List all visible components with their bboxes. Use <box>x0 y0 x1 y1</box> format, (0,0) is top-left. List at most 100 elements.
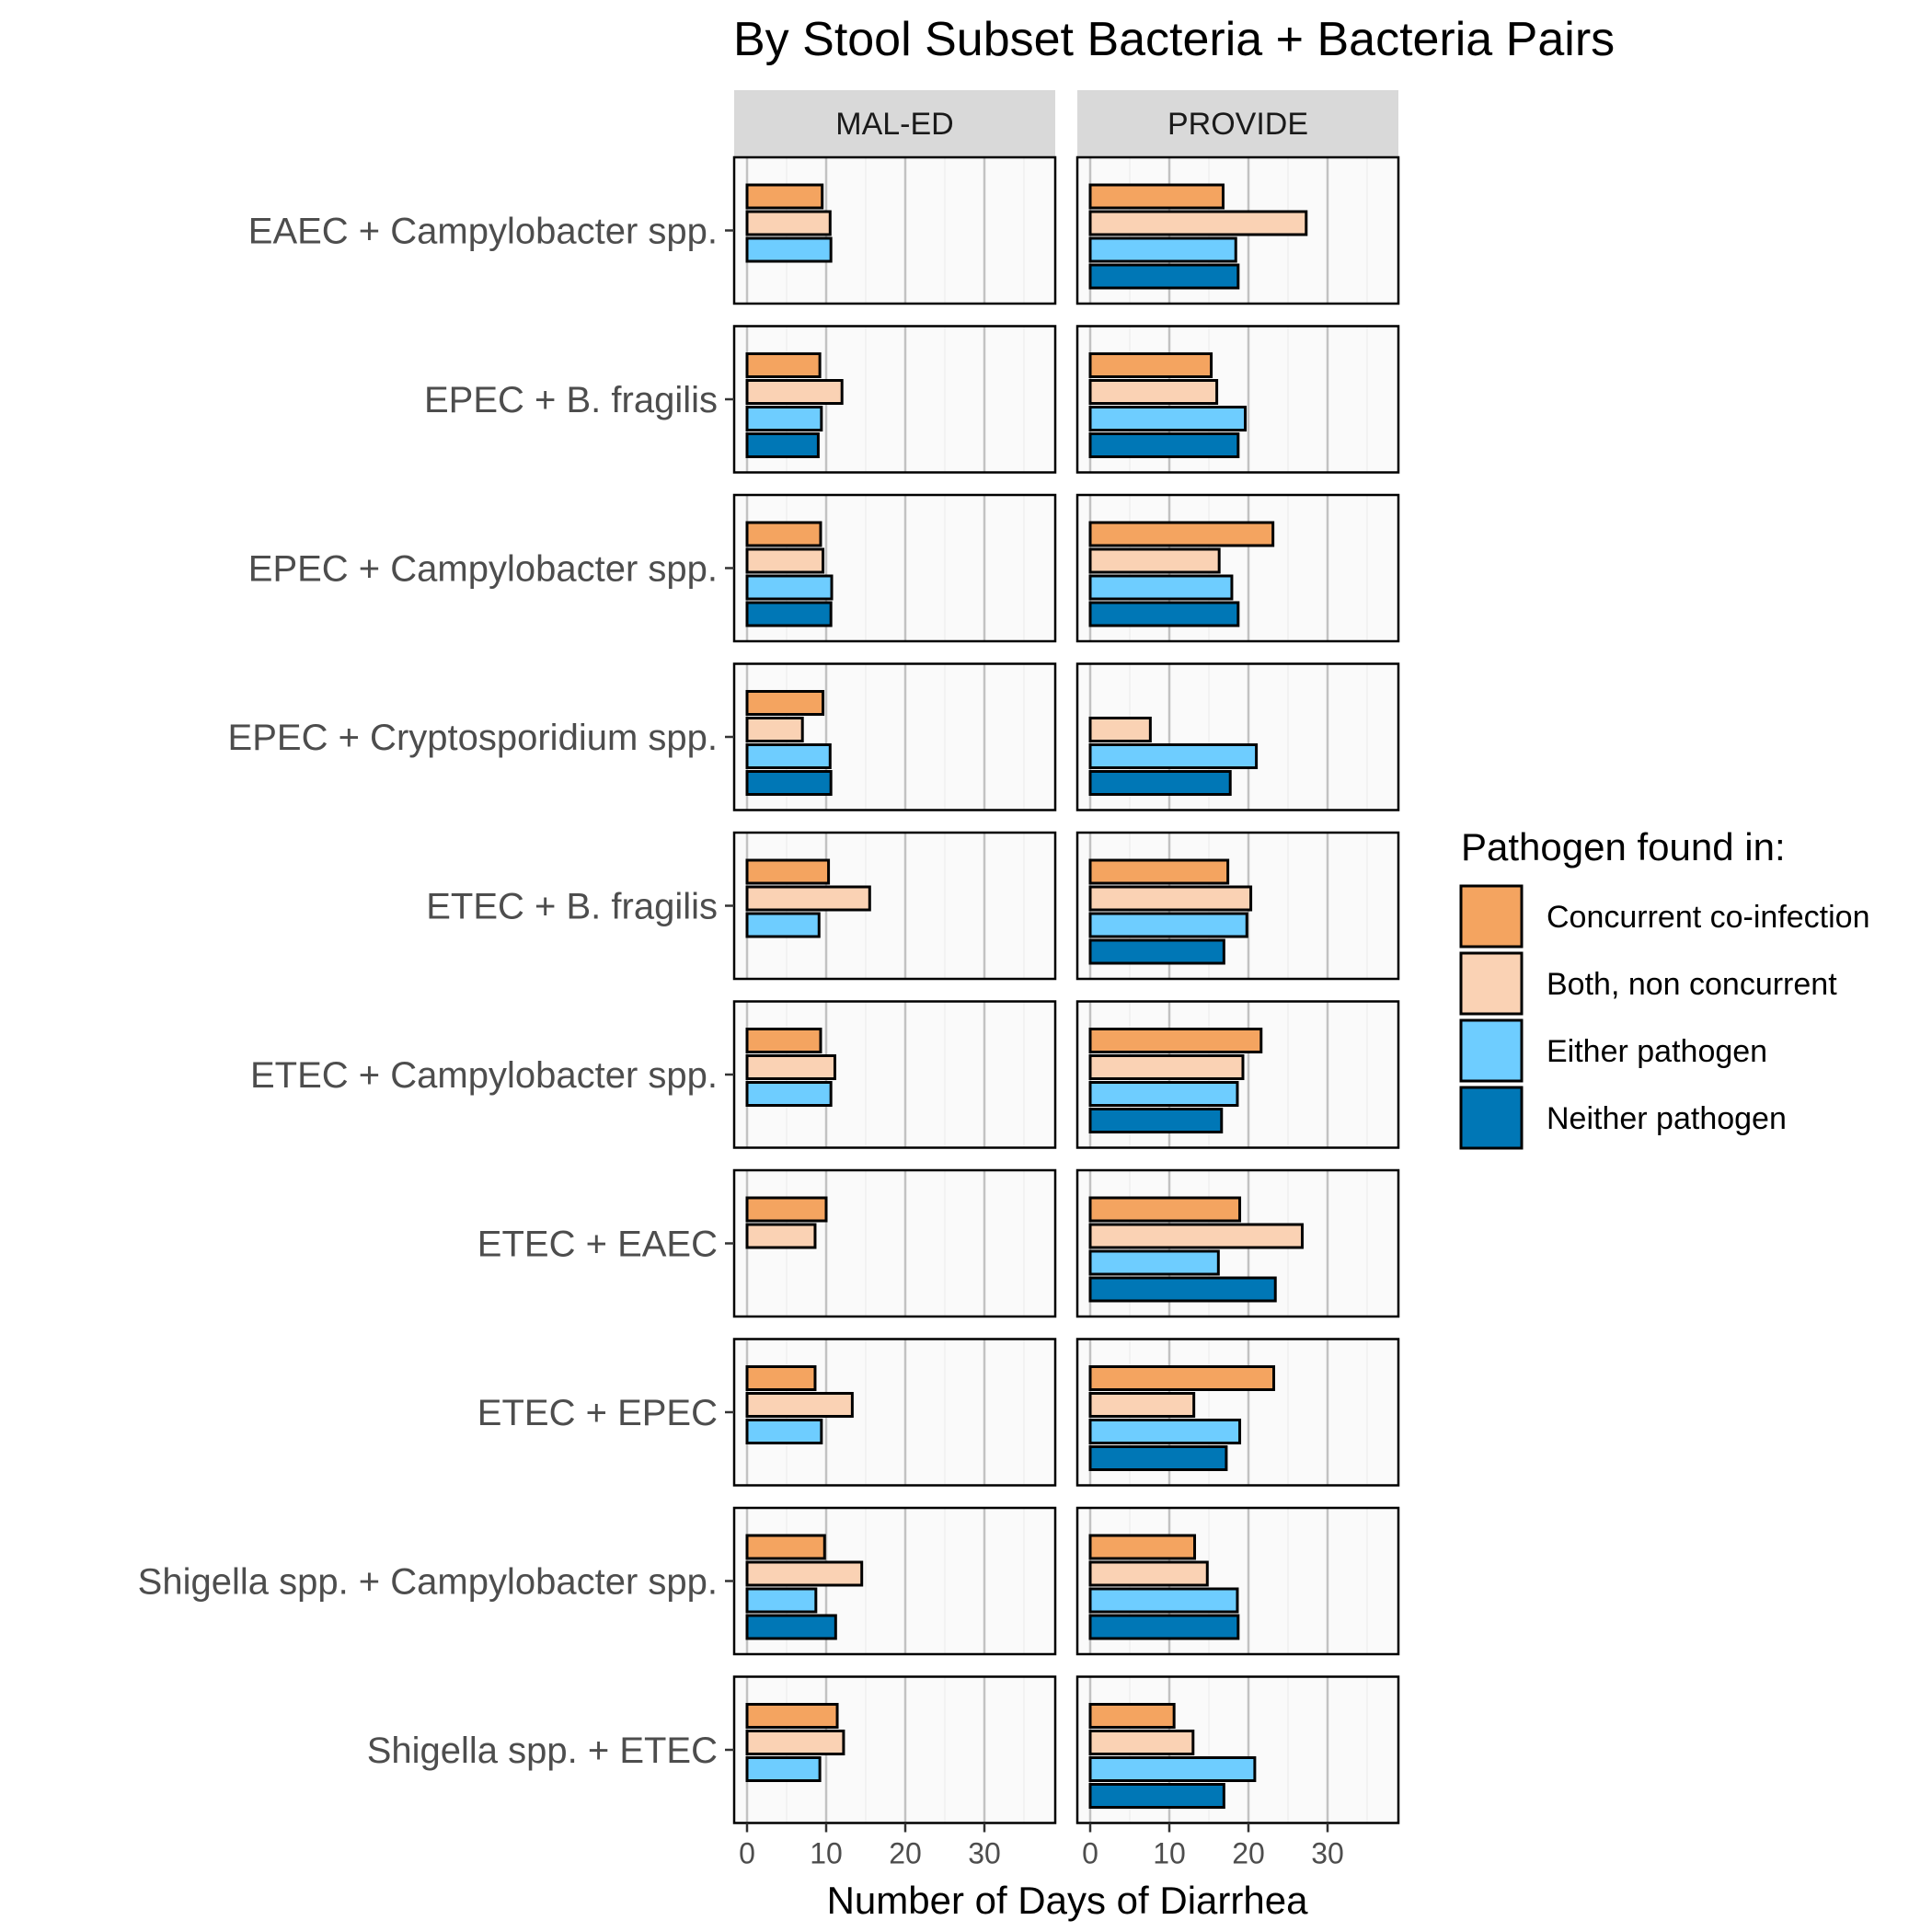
legend-title: Pathogen found in: <box>1461 825 1786 868</box>
bar <box>745 1054 836 1080</box>
bar <box>1088 1587 1239 1614</box>
bar <box>1088 574 1234 601</box>
facet-cell: EAEC + Campylobacter spp. <box>248 155 1057 305</box>
legend-swatch <box>1459 951 1524 1016</box>
facet-cell <box>1075 155 1400 305</box>
facet-cell <box>1075 1675 1400 1824</box>
bar <box>745 1196 828 1223</box>
row-label: EPEC + Campylobacter spp. <box>248 549 718 590</box>
legend-item: Neither pathogen <box>1459 1086 1787 1150</box>
bar <box>1088 1365 1276 1391</box>
panel-border <box>1075 662 1400 811</box>
x-tick-label: 30 <box>1311 1837 1344 1870</box>
bar <box>745 743 832 769</box>
bar <box>1088 1703 1176 1729</box>
row-label: EPEC + Cryptosporidium spp. <box>228 718 718 758</box>
bar <box>1088 379 1219 405</box>
panel-border <box>1075 831 1400 981</box>
bar <box>1088 743 1259 769</box>
bar <box>1088 263 1240 290</box>
facet-cell: ETEC + EAEC <box>477 1168 1057 1318</box>
bar <box>745 1419 823 1444</box>
legend: Pathogen found in: Concurrent co-infecti… <box>1459 825 1870 1150</box>
bar <box>745 1534 826 1560</box>
facet-cell: Shigella spp. + ETEC <box>367 1675 1057 1824</box>
bar <box>745 1081 833 1107</box>
bar <box>745 885 871 912</box>
legend-label: Both, non concurrent <box>1547 967 1837 1002</box>
legend-swatch <box>1459 1086 1524 1150</box>
panel-border <box>1075 1000 1400 1149</box>
facet-cell <box>1075 1168 1400 1318</box>
facet-cell <box>1075 662 1400 811</box>
bar <box>1088 1196 1242 1223</box>
bar <box>745 1392 854 1418</box>
legend-swatch <box>1459 884 1524 949</box>
panel-strip <box>734 90 1055 156</box>
legend-item: Both, non concurrent <box>1459 951 1837 1016</box>
bar <box>1088 406 1248 431</box>
facet-cell: ETEC + B. fragilis <box>426 831 1057 981</box>
bar <box>1088 858 1230 885</box>
x-tick-label: 30 <box>968 1837 1001 1870</box>
bar <box>745 690 825 716</box>
bar <box>745 521 822 547</box>
bar <box>745 912 821 938</box>
bar <box>745 1365 817 1391</box>
row-label: ETEC + EAEC <box>477 1225 718 1265</box>
panel-border <box>1075 325 1400 474</box>
bar <box>745 574 834 601</box>
row-label: ETEC + Campylobacter spp. <box>250 1055 718 1096</box>
facet-cell <box>1075 1506 1400 1656</box>
bar <box>1088 1276 1277 1303</box>
bar <box>745 1587 818 1614</box>
bar <box>745 1614 837 1640</box>
x-tick-label: 0 <box>1082 1837 1098 1870</box>
facet-cell <box>1075 1338 1400 1487</box>
bar <box>1088 1081 1239 1107</box>
panel-provide: PROVIDE 0 10 20 30 <box>1075 90 1400 1870</box>
panel-border <box>1075 1506 1400 1656</box>
x-tick-label: 20 <box>889 1837 922 1870</box>
panel-strip-label: MAL-ED <box>835 107 953 142</box>
bar <box>745 858 831 885</box>
bar <box>745 379 844 405</box>
bar <box>745 717 804 742</box>
legend-item: Concurrent co-infection <box>1459 884 1870 949</box>
bar <box>1088 183 1225 210</box>
bar <box>1088 1783 1225 1809</box>
facet-cell: ETEC + EPEC <box>477 1338 1057 1487</box>
bar <box>1088 770 1232 796</box>
bar <box>745 1028 822 1053</box>
legend-label: Concurrent co-infection <box>1547 900 1870 935</box>
facet-cell <box>1075 493 1400 643</box>
bar <box>745 547 825 574</box>
bar <box>1088 210 1308 236</box>
facet-cell <box>1075 325 1400 474</box>
row-label: Shigella spp. + ETEC <box>367 1731 718 1771</box>
panel-border <box>1075 155 1400 305</box>
bar <box>745 183 824 210</box>
panel-border <box>1075 1675 1400 1824</box>
facet-cell <box>1075 831 1400 981</box>
chart-title: By Stool Subset Bacteria + Bacteria Pair… <box>733 13 1615 66</box>
facet-cell: Shigella spp. + Campylobacter spp. <box>138 1506 1057 1656</box>
bar <box>745 1730 845 1755</box>
legend-label: Neither pathogen <box>1547 1101 1787 1136</box>
panels: MAL-ED EAEC + Campylobacter spp. EPEC + B.… <box>138 90 1400 1870</box>
bar <box>1088 352 1213 378</box>
legend-label: Either pathogen <box>1547 1034 1767 1069</box>
bar <box>1088 1108 1224 1133</box>
bar <box>745 1703 839 1729</box>
bar <box>745 236 833 263</box>
panel-strip <box>1077 90 1398 156</box>
bar <box>745 601 833 627</box>
row-label: ETEC + EPEC <box>477 1393 718 1433</box>
bar <box>1088 717 1152 742</box>
row-label: ETEC + B. fragilis <box>426 887 718 927</box>
panel-border <box>1075 493 1400 643</box>
bar <box>745 210 832 236</box>
legend-swatch <box>1459 1018 1524 1083</box>
bar <box>1088 1445 1228 1471</box>
